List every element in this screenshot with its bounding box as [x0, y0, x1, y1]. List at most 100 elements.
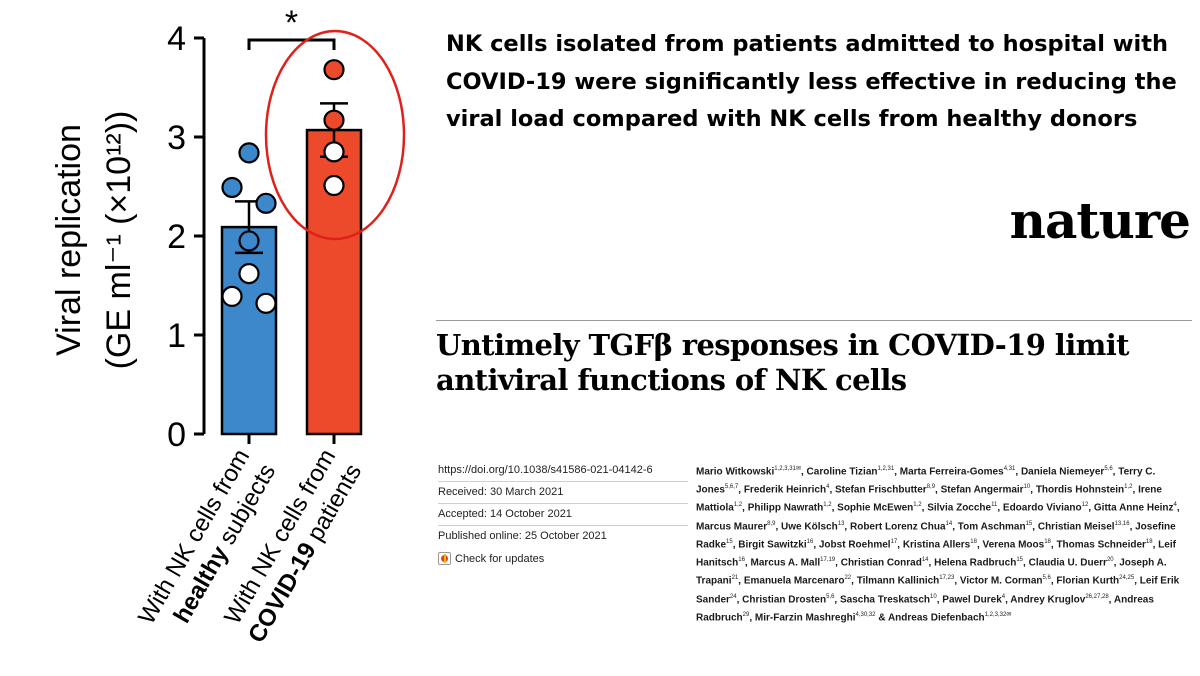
author-name[interactable]: Edoardo Viviano	[1002, 502, 1082, 514]
author-name[interactable]: Stefan Angermair	[940, 484, 1024, 496]
data-point-healthy	[238, 263, 260, 285]
author-name[interactable]: Terry C. Jones	[696, 466, 1156, 496]
author-name[interactable]: Philipp Nawrath	[747, 502, 824, 514]
author-name[interactable]: Thordis Hohnstein	[1035, 484, 1125, 496]
y-tick-label: 3	[167, 119, 186, 157]
data-point-healthy	[238, 142, 260, 164]
author-name[interactable]: Claudia U. Duerr	[1028, 557, 1107, 569]
author-name[interactable]: Mario Witkowski	[696, 466, 775, 478]
author-name[interactable]: Joseph A. Trapani	[696, 557, 1167, 587]
author-affiliation: 12	[1081, 502, 1089, 509]
author-affiliation: 13	[837, 520, 845, 527]
author-name[interactable]: Pawel Durek	[942, 593, 1002, 605]
author-name[interactable]: Sascha Treskatsch	[839, 593, 931, 605]
author-name[interactable]: Marcus A. Mall	[750, 557, 821, 569]
check-for-updates-button[interactable]: Check for updates	[438, 547, 688, 565]
author-list: Mario Witkowski1,2,3,31✉, Caroline Tizia…	[696, 466, 1180, 624]
author-affiliation: 1,2,3,32✉	[984, 611, 1012, 618]
highlight-ellipse	[264, 29, 406, 241]
author-name[interactable]: Mir-Farzin Mashreghi	[754, 612, 856, 624]
received-date: Received: 30 March 2021	[438, 482, 688, 504]
author-affiliation: 17	[890, 538, 898, 545]
data-point-covid	[323, 174, 345, 197]
author-name[interactable]: Tilmann Kallinich	[856, 575, 940, 587]
author-name[interactable]: Leif Hanitsch	[696, 539, 1176, 569]
significance-bracket	[247, 38, 336, 50]
author-name[interactable]: Stefan Frischbutter	[835, 484, 927, 496]
author-affiliation: 8,9	[767, 520, 776, 527]
author-affiliation: 5,6	[1042, 575, 1051, 582]
author-name[interactable]: Josefine Radke	[696, 521, 1176, 551]
author-affiliation: 26,27,28	[1085, 593, 1109, 600]
chart-points	[221, 59, 345, 314]
author-name[interactable]: Silvia Zocche	[927, 502, 992, 514]
author-affiliation: 21	[731, 575, 739, 582]
author-affiliation: 18	[970, 538, 977, 545]
author-name[interactable]: Irene Mattiola	[696, 484, 1162, 514]
author-name[interactable]: Kristina Allers	[902, 539, 971, 551]
author-name[interactable]: Marta Ferreira-Gomes	[899, 466, 1004, 478]
y-axis-label-line1: Viral replication	[50, 124, 88, 356]
author-affiliation: 16	[806, 538, 814, 545]
author-name[interactable]: Christian Drosten	[742, 593, 827, 605]
author-affiliation: 4	[826, 484, 830, 491]
author-name[interactable]: Andreas Radbruch	[696, 593, 1154, 624]
author-affiliation: 1,2	[823, 502, 832, 509]
author-affiliation: 10	[930, 593, 937, 600]
author-affiliation: 1,2	[1124, 484, 1133, 491]
doi-link[interactable]: https://doi.org/10.1038/s41586-021-04142…	[438, 460, 688, 482]
author-name[interactable]: &	[878, 612, 888, 624]
author-affiliation: 29	[742, 611, 750, 618]
author-name[interactable]: Andreas Diefenbach	[887, 612, 985, 624]
author-name[interactable]: Victor M. Corman	[959, 575, 1043, 587]
author-name[interactable]: Christian Meisel	[1037, 521, 1115, 533]
author-affiliation: 24,25	[1119, 575, 1135, 582]
author-name[interactable]: Jobst Roehmel	[818, 539, 891, 551]
author-affiliation: 11	[991, 502, 998, 509]
author-affiliation: 17,23	[939, 575, 955, 582]
author-name[interactable]: Robert Lorenz Chua	[849, 521, 946, 533]
author-name[interactable]: Helena Radbruch	[934, 557, 1017, 569]
author-name[interactable]: Birgit Sawitzki	[738, 539, 807, 551]
author-name[interactable]: Thomas Schneider	[1056, 539, 1146, 551]
author-affiliation: 4	[1001, 593, 1006, 600]
author-name[interactable]: Christian Conrad	[840, 557, 922, 569]
bar-1	[220, 225, 278, 436]
author-name[interactable]: Emanuela Marcenaro	[743, 575, 845, 587]
crossmark-icon	[438, 552, 451, 565]
author-name[interactable]: Gitta Anne Heinz	[1093, 502, 1174, 514]
author-affiliation: 13,16	[1114, 520, 1130, 527]
author-name[interactable]: Frederik Heinrich	[743, 484, 827, 496]
author-affiliation: 4,31	[1003, 466, 1016, 472]
chart-axes: 0 1 2 3 4	[167, 20, 336, 454]
author-name[interactable]: Sophie McEwen	[837, 502, 914, 514]
author-name[interactable]: Verena Moos	[982, 539, 1045, 551]
author-affiliation: 14	[921, 557, 929, 564]
author-name[interactable]: Caroline Tizian	[806, 466, 878, 478]
author-affiliation: 24	[729, 593, 737, 600]
title-divider	[436, 320, 1192, 321]
caption-text: NK cells isolated from patients admitted…	[446, 31, 1177, 132]
author-name[interactable]: Florian Kurth	[1056, 575, 1120, 587]
data-point-covid	[323, 59, 345, 81]
author-name[interactable]: Tom Aschman	[957, 521, 1026, 533]
article-title: Untimely TGFβ responses in COVID-19 limi…	[436, 328, 1130, 397]
y-tick-label: 2	[167, 218, 186, 256]
author-affiliation: 20	[1106, 557, 1114, 564]
author-name[interactable]: Daniela Niemeyer	[1020, 466, 1105, 478]
y-axis-label-line2: (GE ml⁻¹ (×10¹²))	[100, 111, 138, 370]
author-name[interactable]: Marcus Maurer	[696, 521, 768, 533]
author-affiliation: 1,2	[913, 502, 922, 509]
author-affiliation: 1,2,3,31✉	[774, 466, 801, 472]
author-affiliation: 4,30,32	[855, 611, 876, 618]
y-tick-label: 1	[167, 317, 186, 355]
author-name[interactable]: Andrey Kruglov	[1010, 593, 1086, 605]
author-affiliation: 18	[1044, 538, 1051, 545]
author-name[interactable]: Uwe Kölsch	[781, 521, 838, 533]
published-date: Published online: 25 October 2021	[438, 530, 607, 542]
author-name[interactable]: Leif Erik Sander	[696, 575, 1180, 605]
author-affiliation: 1,2	[733, 502, 743, 509]
author-affiliation: 14	[945, 520, 953, 527]
author-affiliation: 1,2,31	[877, 466, 895, 472]
